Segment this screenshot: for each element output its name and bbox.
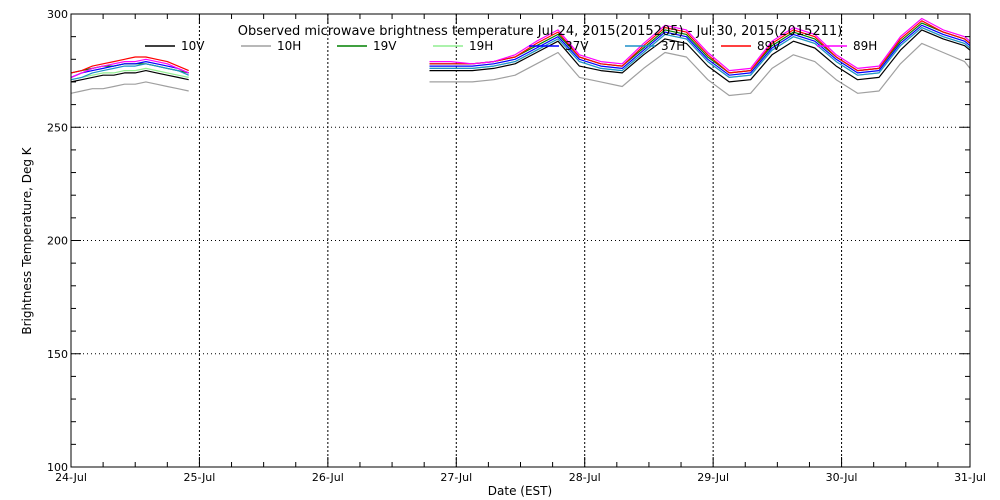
- series-line-37v: [70, 60, 189, 78]
- x-tick-label: 31-Jul: [954, 471, 986, 484]
- series-line-89h: [429, 17, 971, 72]
- chart-title: Observed microwave brightness temperatur…: [238, 24, 843, 39]
- plot-frame: [70, 13, 971, 468]
- legend-label-89v: 89V: [757, 39, 781, 53]
- x-tick-label: 27-Jul: [440, 471, 472, 484]
- y-tick-label: 250: [47, 121, 68, 134]
- series-line-19v: [429, 22, 971, 74]
- legend-label-10v: 10V: [181, 39, 205, 53]
- x-tick-label: 26-Jul: [312, 471, 344, 484]
- series-line-10h: [70, 81, 189, 94]
- y-tick-label: 200: [47, 235, 68, 248]
- y-tick-label: 150: [47, 348, 68, 361]
- x-axis-label: Date (EST): [488, 484, 552, 498]
- legend-label-10h: 10H: [277, 39, 301, 53]
- series-lines: [70, 17, 971, 97]
- legend: 10V 10H 19V 19H 37V 37H 89V 89H: [145, 39, 877, 53]
- grid-lines: [71, 14, 970, 467]
- x-tick-label: 30-Jul: [826, 471, 858, 484]
- legend-label-19v: 19V: [373, 39, 397, 53]
- legend-label-19h: 19H: [469, 39, 493, 53]
- series-line-19h: [70, 67, 189, 81]
- x-tick-label: 25-Jul: [183, 471, 215, 484]
- series-line-37h: [70, 63, 189, 81]
- y-tick-label: 300: [47, 8, 68, 21]
- series-line-89v: [429, 20, 971, 74]
- legend-label-89h: 89H: [853, 39, 877, 53]
- y-axis-label: Brightness Temperature, Deg K: [20, 146, 34, 334]
- series-line-89v: [70, 56, 189, 74]
- series-line-10v: [70, 69, 189, 83]
- tick-labels: 100 150 200 250 300 24-Jul 25-Jul 26-Jul 27-Jul 2…: [47, 8, 986, 484]
- x-tick-label: 29-Jul: [697, 471, 729, 484]
- series-line-10h: [429, 42, 971, 97]
- legend-label-37h: 37H: [661, 39, 685, 53]
- series-line-89h: [70, 58, 189, 78]
- series-line-37h: [429, 27, 971, 79]
- legend-label-37v: 37V: [565, 39, 589, 53]
- y-tick-label: 100: [47, 461, 68, 474]
- x-tick-label: 28-Jul: [569, 471, 601, 484]
- series-line-37v: [429, 24, 971, 76]
- x-tick-label: 24-Jul: [55, 471, 87, 484]
- series-line-10v: [429, 29, 971, 83]
